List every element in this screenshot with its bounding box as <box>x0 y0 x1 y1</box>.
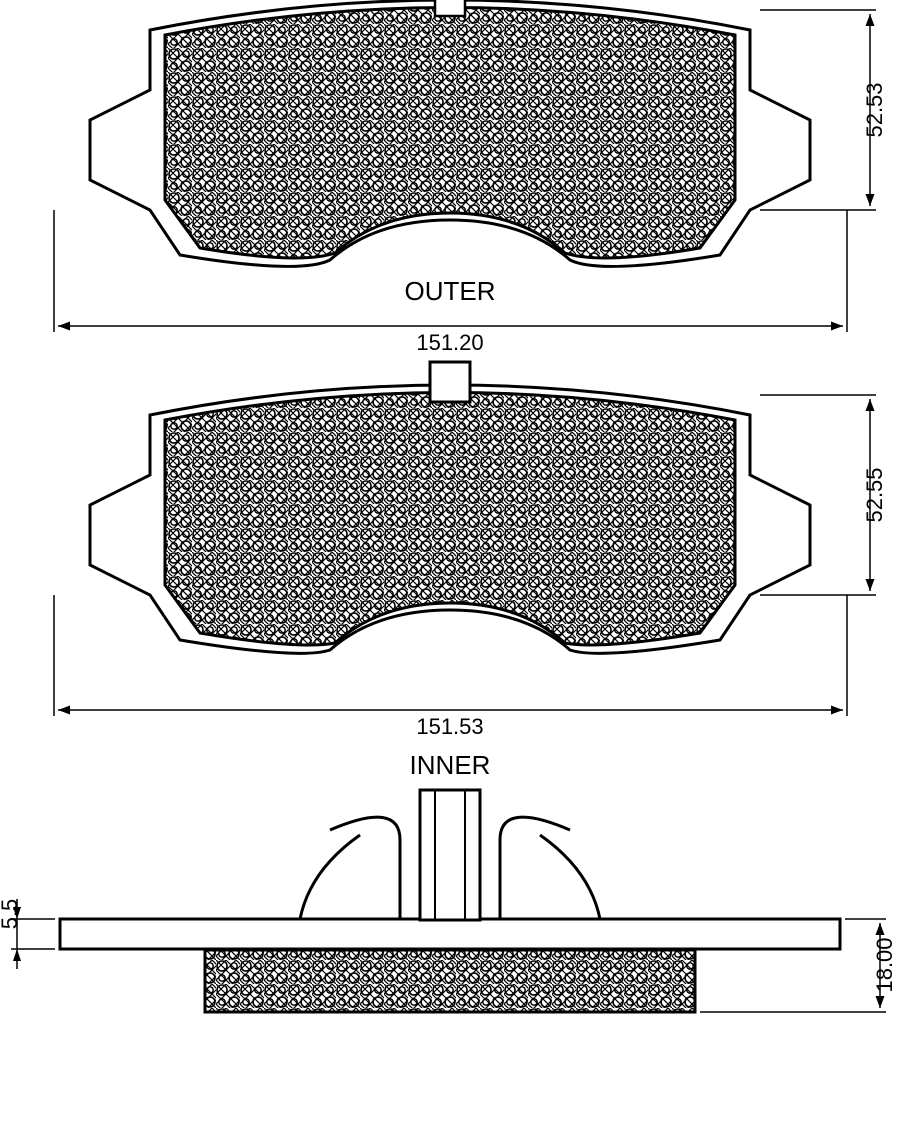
side-view <box>60 790 840 1012</box>
inner-width-label: 151.53 <box>416 714 483 739</box>
side-thickness-dimension: 5.5 <box>0 899 55 969</box>
inner-title: INNER <box>410 750 491 780</box>
outer-pad-face <box>90 0 810 266</box>
side-height-label: 18.00 <box>872 937 897 992</box>
inner-height-label: 52.55 <box>862 467 887 522</box>
inner-pad-face <box>90 362 810 653</box>
outer-width-label: 151.20 <box>416 330 483 355</box>
outer-title: OUTER <box>405 276 496 306</box>
outer-height-label: 52.53 <box>862 82 887 137</box>
side-thickness-label: 5.5 <box>0 899 22 930</box>
